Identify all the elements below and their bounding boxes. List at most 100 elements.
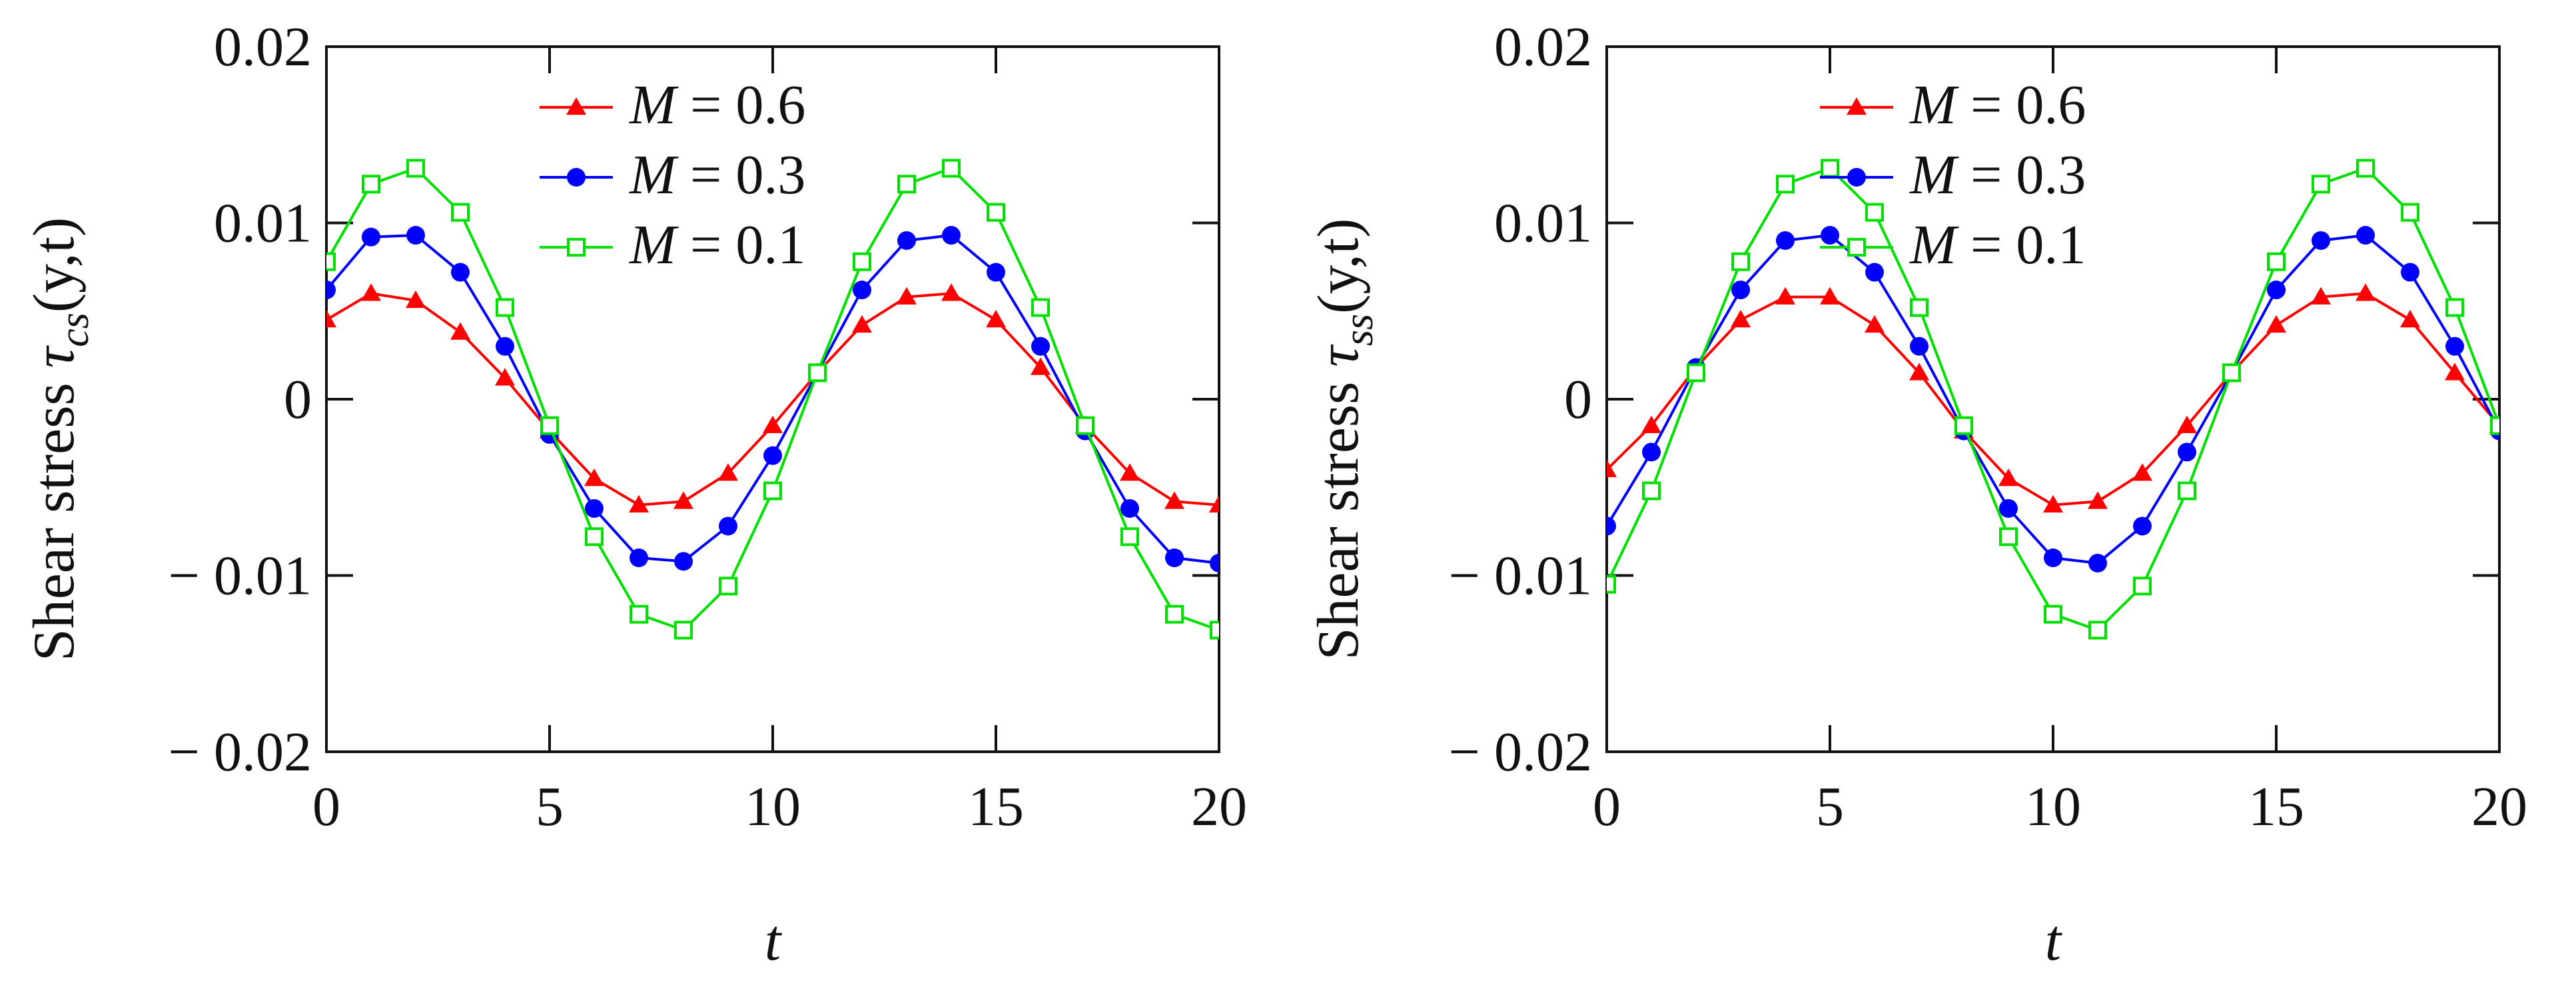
- data-point: [2133, 576, 2152, 596]
- data-point: [1607, 516, 1616, 536]
- y-axis-title-args: (y,t): [1306, 218, 1371, 313]
- data-point: [853, 281, 871, 300]
- data-point: [1820, 287, 1840, 305]
- data-point: [1821, 226, 1839, 245]
- data-point: [763, 415, 783, 433]
- y-axis-title-subscript: ss: [1336, 314, 1382, 346]
- data-point: [1076, 416, 1094, 435]
- legend-label: M = 0.1: [1909, 214, 2086, 276]
- data-point: [2266, 315, 2286, 333]
- y-tick-label: 0: [1564, 369, 1592, 431]
- data-point: [1164, 491, 1184, 509]
- data-point: [2445, 298, 2464, 317]
- data-point: [853, 252, 871, 271]
- data-point: [2222, 363, 2241, 383]
- data-point: [326, 252, 336, 271]
- data-point: [941, 283, 961, 301]
- data-point: [986, 309, 1006, 328]
- data-point: [1687, 363, 1705, 383]
- data-point: [1865, 263, 1884, 282]
- data-point: [1954, 416, 1973, 435]
- data-point: [763, 446, 782, 465]
- legend-symbol: M: [1909, 214, 1959, 276]
- x-axis-title: t: [765, 908, 783, 973]
- data-point: [2267, 281, 2286, 300]
- data-point: [451, 203, 470, 222]
- data-point: [1910, 298, 1929, 317]
- data-point: [406, 159, 425, 178]
- y-tick-label: 0: [284, 369, 312, 431]
- data-point: [1998, 469, 2018, 487]
- series-1: [326, 226, 1219, 572]
- data-point: [674, 552, 693, 571]
- data-point: [763, 481, 782, 500]
- data-point: [1776, 231, 1795, 250]
- legend-marker: [567, 238, 586, 257]
- data-point: [2356, 283, 2375, 301]
- x-tick-label: 20: [1191, 776, 1247, 838]
- legend-marker: [567, 168, 586, 187]
- y-tick-label: 0.02: [214, 16, 312, 78]
- data-point: [1642, 443, 1661, 462]
- x-tick-label: 0: [1593, 776, 1621, 838]
- data-point: [1120, 499, 1139, 518]
- data-point: [1731, 281, 1750, 300]
- series-0: [1607, 283, 2499, 512]
- data-point: [540, 416, 559, 435]
- legend-value: = 0.1: [1956, 214, 2086, 276]
- x-axis-title: t: [2045, 908, 2063, 973]
- data-point: [1165, 548, 1184, 568]
- legend-entry: M = 0.6: [1820, 74, 2086, 136]
- data-point: [1120, 527, 1139, 546]
- y-axis-title-symbol: τ: [22, 345, 87, 368]
- data-point: [987, 263, 1005, 282]
- data-point: [1120, 463, 1140, 481]
- data-point: [362, 227, 380, 247]
- data-point: [942, 159, 961, 178]
- legend-entry: M = 0.1: [540, 214, 805, 276]
- legend-value: = 0.6: [676, 74, 805, 136]
- data-point: [1031, 357, 1051, 375]
- data-point: [897, 287, 917, 305]
- data-point: [362, 175, 380, 194]
- legend-label: M = 0.6: [629, 74, 805, 136]
- y-axis-title: Shear stress τcs(y,t): [22, 217, 97, 661]
- x-tick-label: 20: [2471, 776, 2527, 838]
- data-point: [2088, 491, 2108, 509]
- legend-entry: M = 0.6: [540, 74, 805, 136]
- data-point: [719, 516, 737, 536]
- x-tick-label: 5: [536, 776, 564, 838]
- x-tick-label: 0: [312, 776, 340, 838]
- data-point: [1999, 499, 2018, 518]
- y-axis-title: Shear stress τss(y,t): [1306, 218, 1382, 660]
- y-tick-label: 0.01: [214, 193, 312, 255]
- legend-entry: M = 0.1: [1820, 214, 2086, 276]
- data-point: [2177, 415, 2197, 433]
- data-point: [1031, 298, 1050, 317]
- y-tick-label: − 0.02: [169, 721, 312, 783]
- y-axis-title-subscript: cs: [52, 313, 97, 347]
- legend-value: = 0.1: [676, 214, 805, 276]
- data-point: [1607, 459, 1617, 478]
- legend-symbol: M: [629, 214, 679, 276]
- data-point: [406, 290, 426, 309]
- y-axis-title-text: Shear stress: [1306, 367, 1371, 660]
- data-point: [406, 226, 425, 245]
- data-point: [673, 491, 693, 509]
- legend-label: M = 0.6: [1909, 74, 2086, 136]
- data-point: [496, 298, 514, 317]
- data-point: [1641, 415, 1661, 433]
- x-tick-label: 10: [2025, 776, 2081, 838]
- data-point: [2312, 175, 2330, 194]
- data-point: [852, 315, 872, 333]
- data-point: [1210, 620, 1219, 640]
- data-point: [1642, 481, 1661, 500]
- data-point: [630, 548, 648, 568]
- data-point: [2445, 337, 2464, 356]
- data-point: [495, 368, 515, 386]
- series-2: [1607, 159, 2499, 640]
- data-point: [1865, 203, 1884, 222]
- data-point: [2178, 443, 2196, 462]
- data-point: [718, 463, 738, 481]
